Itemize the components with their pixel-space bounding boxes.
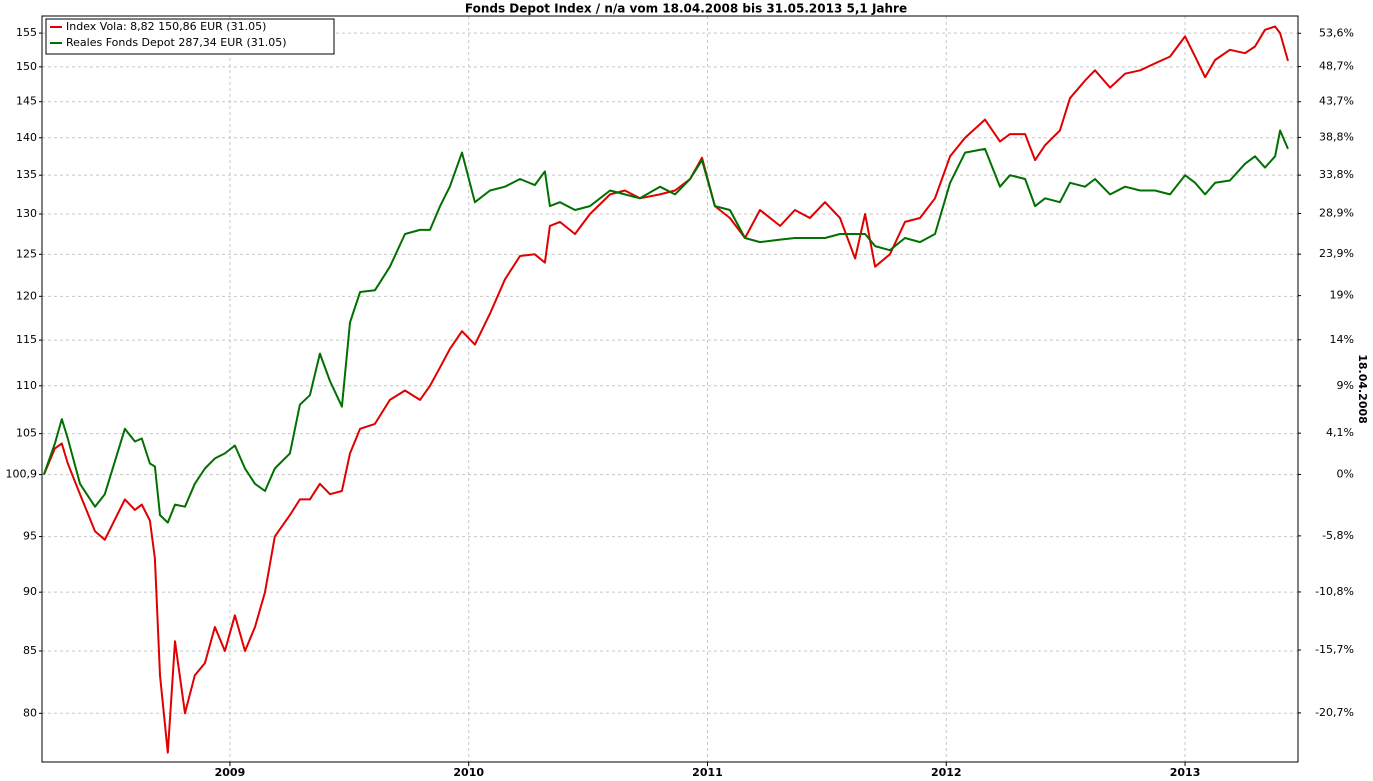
y2-tick-label: 14% bbox=[1330, 333, 1354, 346]
y-tick-label: 80 bbox=[23, 706, 37, 719]
y2-tick-label: -5,8% bbox=[1322, 529, 1354, 542]
y-tick-label: 100,9 bbox=[6, 468, 38, 481]
x-tick-label: 2011 bbox=[692, 766, 723, 779]
y2-tick-label: 23,9% bbox=[1319, 247, 1354, 260]
legend-label: Index Vola: 8,82 150,86 EUR (31.05) bbox=[66, 20, 266, 33]
x-tick-label: 2013 bbox=[1170, 766, 1201, 779]
y-tick-label: 125 bbox=[16, 247, 37, 260]
y2-tick-label: -10,8% bbox=[1315, 585, 1354, 598]
y-tick-label: 105 bbox=[16, 427, 37, 440]
y2-tick-label: -20,7% bbox=[1315, 706, 1354, 719]
y2-tick-label: 33,8% bbox=[1319, 168, 1354, 181]
y-tick-label: 115 bbox=[16, 333, 37, 346]
y2-tick-label: -15,7% bbox=[1315, 643, 1354, 656]
y-tick-label: 90 bbox=[23, 585, 37, 598]
y-tick-label: 130 bbox=[16, 207, 37, 220]
legend-box bbox=[45, 18, 335, 55]
x-tick-label: 2012 bbox=[931, 766, 962, 779]
x-tick-label: 2010 bbox=[453, 766, 484, 779]
y2-tick-label: 38,8% bbox=[1319, 130, 1354, 143]
chart-title: Fonds Depot Index / n/a vom 18.04.2008 b… bbox=[465, 2, 907, 16]
y2-tick-label: 19% bbox=[1330, 289, 1354, 302]
lines bbox=[42, 25, 1289, 754]
x-tick-label: 2009 bbox=[215, 766, 246, 779]
y2-tick-label: 28,9% bbox=[1319, 206, 1354, 219]
plot-frame bbox=[41, 15, 1299, 763]
y2-tick-label: 4,1% bbox=[1326, 426, 1354, 439]
legend-label: Reales Fonds Depot 287,34 EUR (31.05) bbox=[66, 36, 287, 49]
grid bbox=[42, 16, 1298, 762]
y2-tick-label: 43,7% bbox=[1319, 95, 1354, 108]
y-tick-label: 155 bbox=[16, 26, 37, 39]
y-tick-label: 135 bbox=[16, 168, 37, 181]
y-tick-label: 95 bbox=[23, 530, 37, 543]
y2-tick-label: 53,6% bbox=[1319, 26, 1354, 39]
y-tick-label: 120 bbox=[16, 289, 37, 302]
y2-tick-label: 0% bbox=[1337, 467, 1354, 480]
y2-axis-label: 18.04.2008 bbox=[1356, 354, 1369, 424]
legend: Index Vola: 8,82 150,86 EUR (31.05) Reale… bbox=[45, 18, 335, 55]
y-tick-label: 110 bbox=[16, 379, 37, 392]
series-line bbox=[42, 25, 1289, 754]
series-line bbox=[42, 129, 1289, 524]
y-tick-label: 145 bbox=[16, 95, 37, 108]
y-tick-label: 85 bbox=[23, 644, 37, 657]
y-tick-label: 150 bbox=[16, 60, 37, 73]
y2-tick-label: 9% bbox=[1337, 379, 1354, 392]
y2-tick-label: 48,7% bbox=[1319, 60, 1354, 73]
y-tick-label: 140 bbox=[16, 131, 37, 144]
